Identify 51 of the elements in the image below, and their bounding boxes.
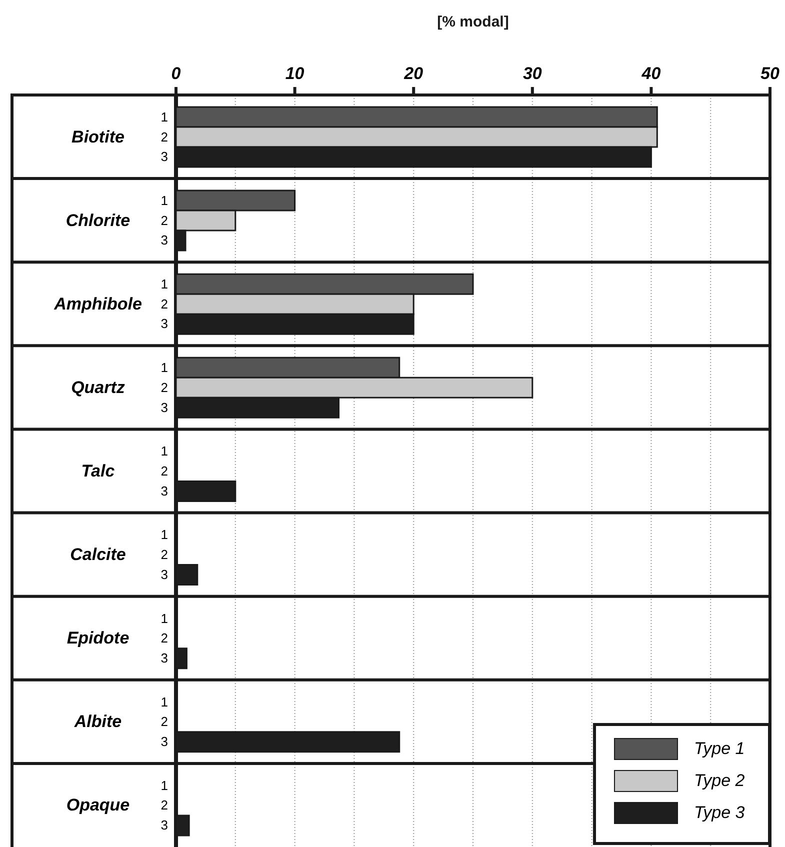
text: 1 bbox=[160, 444, 168, 459]
x-tick-label: 10 bbox=[285, 64, 305, 83]
x-tick-label: 30 bbox=[522, 64, 542, 83]
y-tick-label: Talc bbox=[81, 462, 116, 480]
text: 2 bbox=[160, 798, 168, 813]
y-tick-label: Chlorite bbox=[66, 210, 130, 230]
y-tick-label: Amphibole bbox=[53, 294, 142, 314]
x-tick-label: 20 bbox=[403, 64, 424, 83]
text: 1 bbox=[160, 527, 168, 542]
text: 2 bbox=[160, 630, 168, 646]
text: 3 bbox=[160, 316, 168, 332]
text: 1 bbox=[160, 109, 168, 124]
text: 2 bbox=[160, 380, 168, 395]
text: 1 bbox=[160, 276, 168, 292]
text: 2 bbox=[160, 129, 168, 144]
text: 3 bbox=[160, 483, 168, 498]
text: 1 bbox=[160, 610, 168, 626]
text: 3 bbox=[160, 566, 168, 582]
text: 1 bbox=[160, 778, 168, 793]
x-tick-label: 50 bbox=[760, 64, 780, 83]
y-tick-label: Calcite bbox=[70, 545, 126, 564]
legend-label: Type 1 bbox=[694, 739, 745, 759]
y-tick-label: Epidote bbox=[66, 628, 130, 648]
text: 3 bbox=[160, 650, 168, 666]
bar bbox=[176, 814, 190, 836]
bar bbox=[176, 731, 400, 753]
text: 3 bbox=[160, 149, 168, 164]
y-tick-label: Opaque bbox=[66, 796, 130, 815]
bar bbox=[176, 480, 236, 502]
text: 2 bbox=[160, 464, 168, 478]
legend-label: Type 2 bbox=[694, 771, 745, 791]
text: 2 bbox=[160, 296, 168, 312]
y-tick-label: Biotite bbox=[72, 127, 124, 146]
text: 2 bbox=[160, 714, 168, 730]
bar bbox=[176, 648, 188, 670]
x-axis-title: [% modal] bbox=[437, 14, 509, 31]
text: 3 bbox=[160, 232, 168, 248]
text: 2 bbox=[160, 212, 168, 228]
text: 1 bbox=[160, 192, 168, 208]
x-tick-label: 0 bbox=[171, 64, 182, 83]
x-tick-label: 40 bbox=[640, 64, 662, 83]
text: 3 bbox=[160, 734, 168, 750]
text: 1 bbox=[160, 360, 168, 376]
text: 3 bbox=[160, 818, 168, 833]
legend-label: Type 3 bbox=[694, 803, 745, 823]
text: 3 bbox=[160, 400, 168, 415]
y-tick-label: Albite bbox=[73, 712, 122, 732]
text: 1 bbox=[160, 694, 168, 710]
text: 2 bbox=[160, 547, 168, 562]
bar bbox=[176, 564, 198, 586]
y-tick-label: Quartz bbox=[71, 378, 126, 397]
